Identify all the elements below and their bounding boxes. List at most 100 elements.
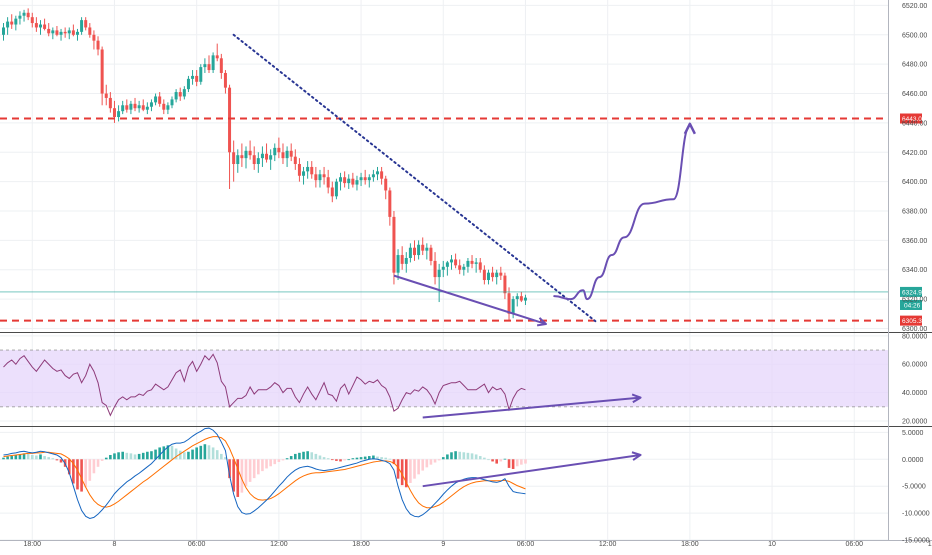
candle [252,146,256,170]
candle [314,166,318,188]
macd-histogram-bar [495,459,498,464]
candle [417,240,421,260]
candle [408,243,412,263]
candle [67,27,71,40]
candle-body [421,244,425,251]
macd-histogram-bar [507,459,511,468]
candle-body [137,105,141,109]
rsi-tick-label: 80.0000 [902,333,927,340]
macd-histogram-bar [281,459,285,461]
time-tick-label: 12:00 [599,541,617,548]
macd-histogram-bar [80,459,83,492]
candle [466,257,470,273]
candle [211,52,215,73]
projection-path [553,124,691,301]
candle-body [400,255,404,264]
countdown-label: 04:26 [904,302,921,309]
candle-body [466,260,470,267]
candle [154,93,158,106]
macd-histogram-bar [2,457,5,460]
macd-histogram-bar [187,451,190,460]
candle-body [18,15,22,19]
candle-body [380,171,384,179]
macd-histogram-bar [450,452,453,460]
candle [486,269,490,285]
macd-histogram-bar [499,459,503,462]
dotted-trendline [232,33,597,323]
candle-body [441,266,445,270]
macd-histogram-bar [240,459,244,493]
macd-histogram-bar [520,459,523,465]
candle-body [519,296,523,301]
macd-histogram-bar [215,450,219,460]
time-tick-label: 8 [113,541,117,548]
time-tick-label: 06:00 [846,541,864,548]
macd-histogram-bar [92,459,96,474]
macd-histogram-bar [121,451,124,460]
candle-body [133,103,137,109]
candle [326,169,330,194]
macd-histogram-bar [137,453,141,460]
macd-histogram-bar [429,459,433,465]
candle [43,18,47,31]
macd-histogram-bar [67,459,71,475]
time-tick-label: 06:00 [188,541,206,548]
macd-histogram-bar [404,459,408,488]
candle-body [162,103,166,110]
macd-histogram-bar [158,447,161,460]
macd-histogram-bar [392,459,396,465]
candle [137,100,141,113]
candle-body [174,92,178,100]
candle [491,266,495,282]
macd-histogram-bar [211,447,215,460]
candle-body [252,155,256,165]
macd-histogram-bar [257,459,260,475]
candle [162,99,166,115]
macd-histogram-bar [125,452,129,460]
candle [141,99,145,112]
candle-body [396,255,400,273]
macd-histogram-bar [265,459,268,469]
macd-histogram-bar [433,459,437,463]
candle-body [343,177,347,184]
time-tick-label: 18:00 [24,541,42,548]
candle-body [326,177,330,188]
macd-histogram-bar [129,453,133,460]
time-tick-label: 10 [768,541,776,548]
candle-body [43,24,47,29]
candle-body [351,178,355,185]
last-price-tag [900,286,922,297]
rsi-tick-label: 60.0000 [902,362,927,369]
price-tick-label: 6500.00 [902,32,927,39]
macd-histogram-bar [326,458,330,460]
macd-histogram-bar [244,459,248,487]
macd-histogram-bar [515,459,519,467]
candle [88,23,92,38]
candle [355,175,359,191]
level-price-label: 6305.35 [902,318,926,325]
candle [392,211,396,285]
candle-body [112,108,116,118]
candle [228,84,232,189]
candle [71,24,75,37]
candle-body [433,260,437,278]
candle [6,17,10,35]
candle-body [482,269,486,281]
price-tick-label: 6420.00 [902,150,927,157]
candle-body [38,24,42,28]
level-price-tag [900,315,922,326]
candle [470,255,474,269]
macd-histogram-bar [150,451,153,460]
candle-body [199,67,203,82]
macd-histogram-bar [470,453,474,460]
candle-body [318,174,322,181]
candle [310,161,314,179]
macd-histogram-bar [322,457,326,460]
candle-body [306,166,310,172]
macd-histogram-bar [277,459,281,462]
candle-body [236,155,240,165]
candle-body [474,262,478,264]
candle [248,140,252,160]
